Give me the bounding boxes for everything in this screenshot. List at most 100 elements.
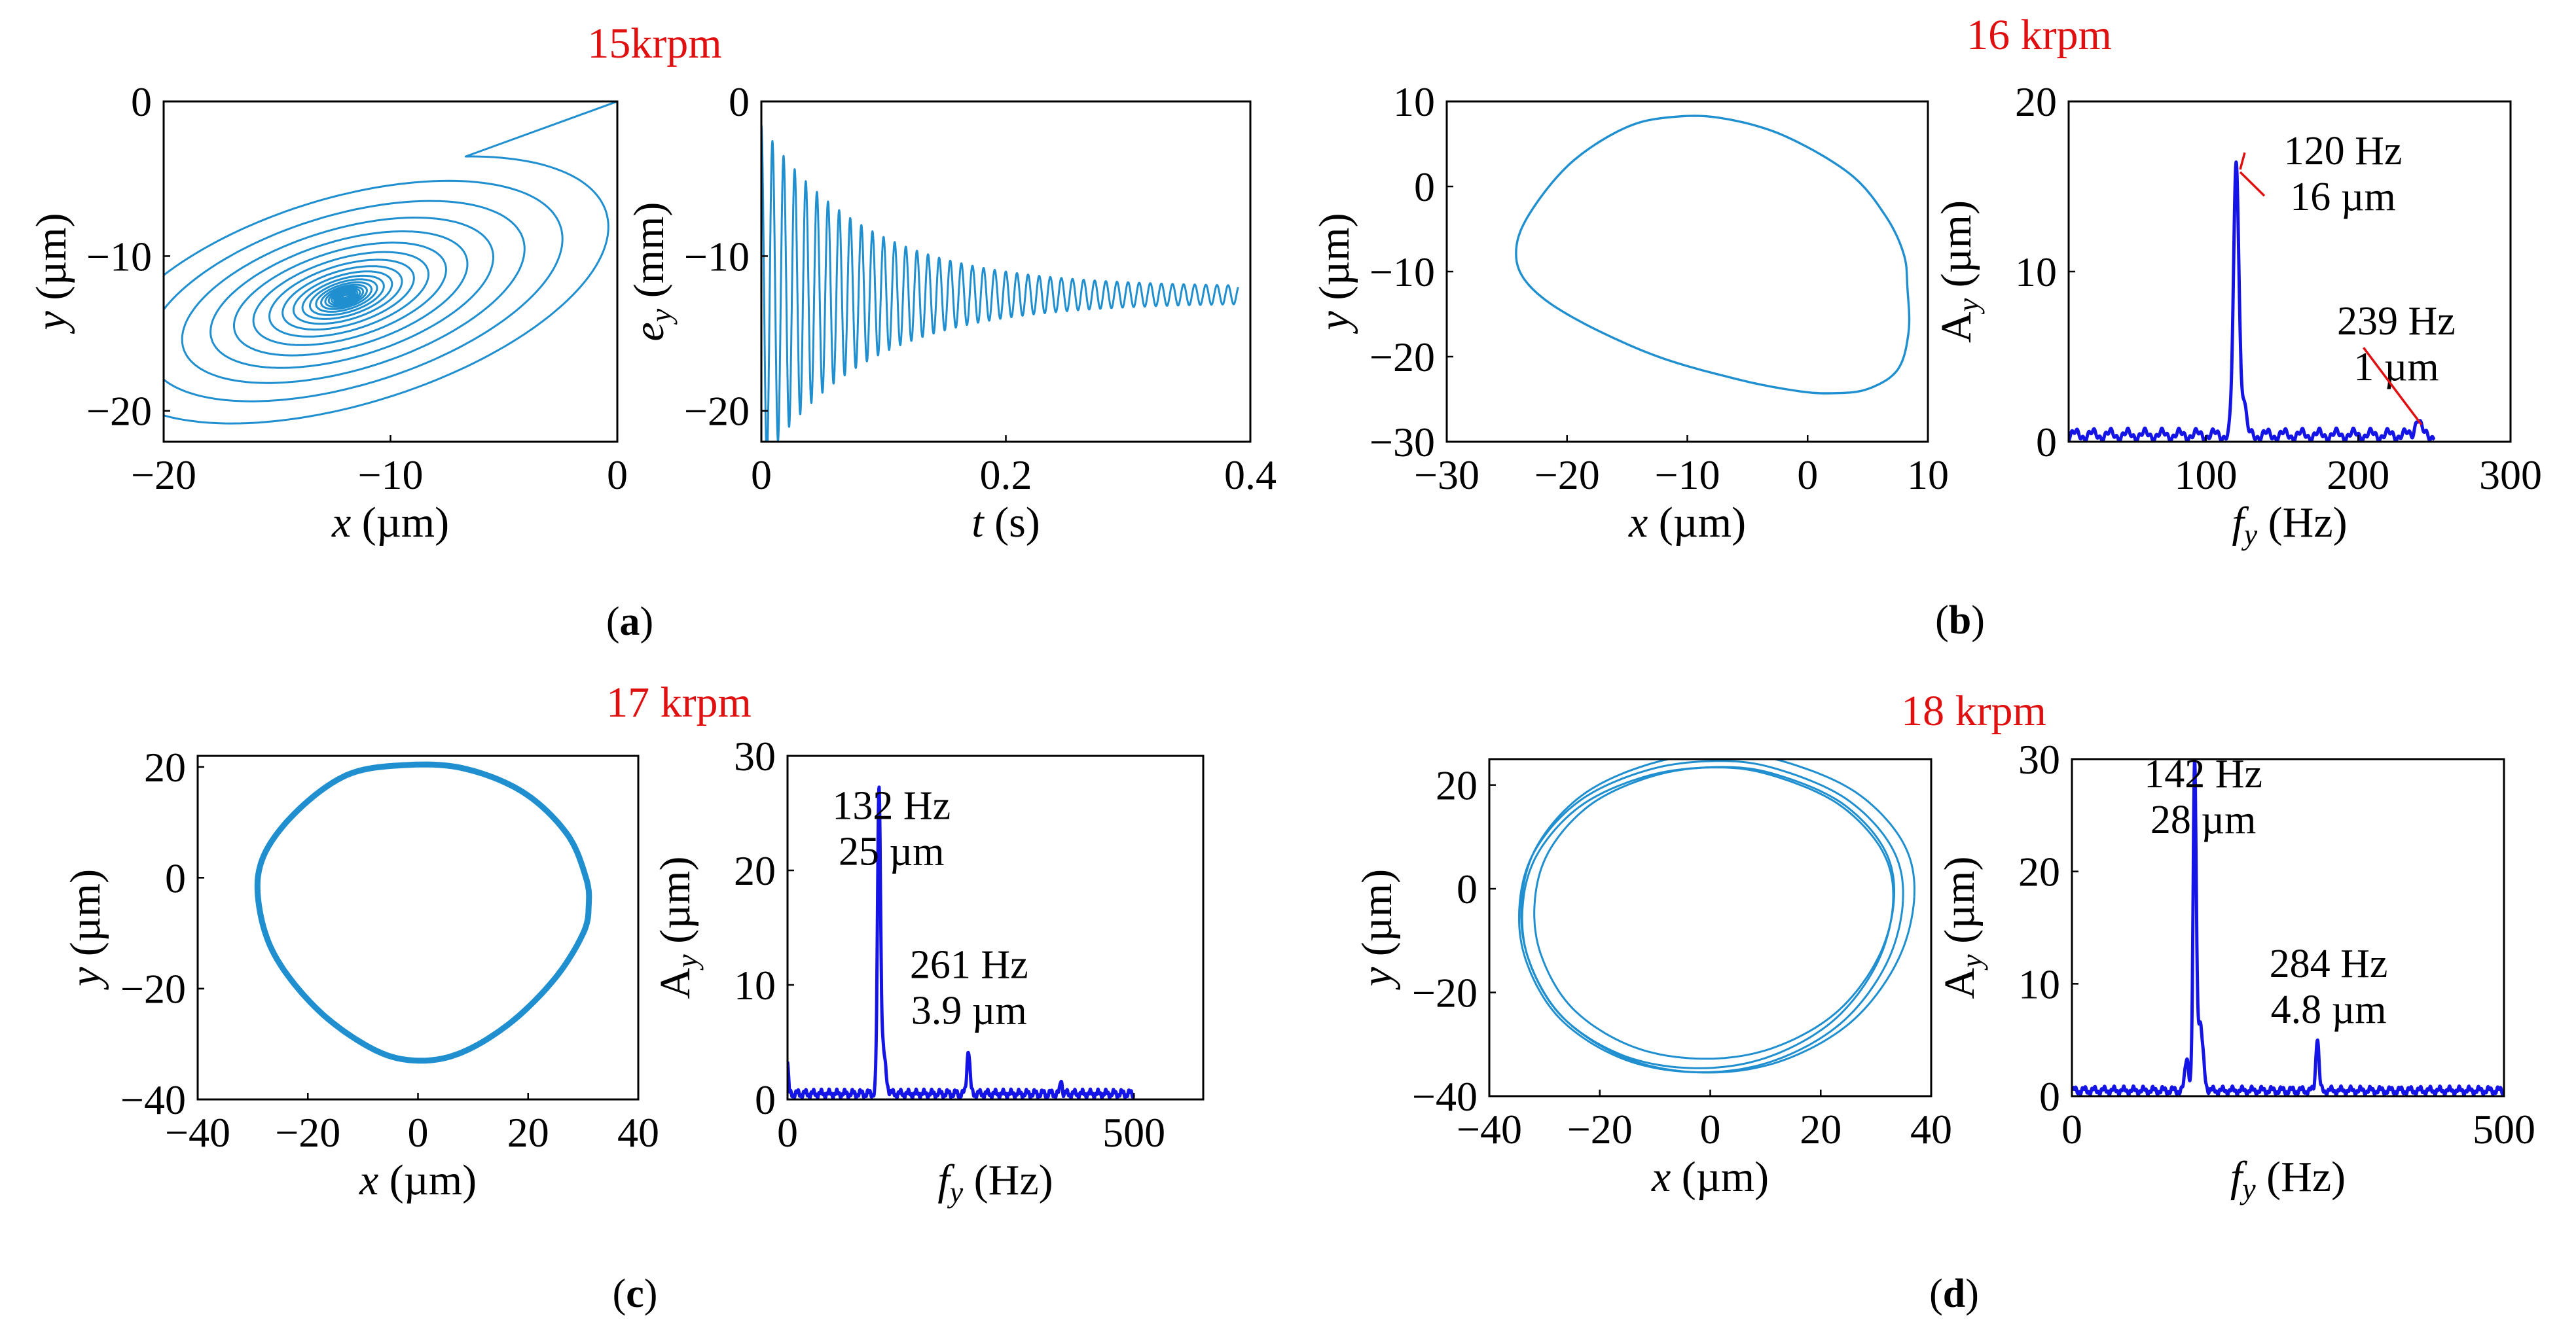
x-axis-unit: (µm) [351, 499, 449, 546]
annotation-amplitude: 28 µm [2150, 798, 2256, 842]
orbit-line [1518, 760, 1904, 1073]
y-axis-var: y [1353, 967, 1401, 990]
x-tick-label: −40 [1457, 1106, 1522, 1152]
x-tick-label: 20 [1800, 1106, 1841, 1152]
x-tick-label: −20 [1534, 452, 1600, 498]
plot-area [1515, 115, 1911, 395]
y-axis-sub: y [644, 308, 678, 325]
y-axis-label: y (µm) [27, 213, 75, 334]
axes-frame [162, 100, 619, 443]
spectrum-line [2072, 759, 2504, 1096]
y-axis-unit: (µm) [62, 869, 109, 967]
y-tick-label: −20 [1370, 334, 1435, 380]
y-tick-label: −20 [120, 966, 186, 1012]
y-axis-unit: (µm) [1936, 857, 1984, 955]
y-tick-label: 20 [144, 744, 186, 791]
axes-frame [786, 755, 1205, 1101]
orbit-line [1520, 759, 1915, 1074]
x-axis-var: t [971, 499, 985, 546]
y-tick-label: 0 [729, 79, 750, 125]
x-tick-label: 10 [1907, 452, 1949, 498]
y-axis-sub: y [1955, 954, 1988, 971]
x-tick-label: 500 [1102, 1109, 1165, 1156]
annotation-amplitude: 4.8 µm [2271, 988, 2387, 1032]
panel-letter-close-paren: ) [640, 599, 654, 644]
y-tick-label: 0 [165, 855, 186, 901]
x-tick-label: −20 [275, 1109, 340, 1156]
x-tick-label: 0 [777, 1109, 798, 1156]
x-axis-label: x (µm) [1651, 1153, 1769, 1201]
x-axis-label: x (µm) [1628, 499, 1746, 546]
y-tick-label: −40 [120, 1077, 186, 1123]
x-tick-label: −10 [1654, 452, 1720, 498]
annotation-amplitude: 3.9 µm [911, 989, 1027, 1033]
orbit-line [1521, 766, 1895, 1069]
y-tick-label: 30 [2018, 736, 2060, 783]
y-axis-label: ey (mm) [625, 202, 678, 342]
y-axis-var: e [625, 322, 673, 341]
chart-a2: 0 0.2 0.4 −20 −10 0 t (s) ey (mm) [625, 79, 1277, 546]
y-tick-label: 0 [755, 1077, 776, 1123]
plot-area [2072, 759, 2504, 1096]
y-tick-label: 0 [1457, 866, 1478, 912]
y-tick-label: 10 [734, 962, 776, 1008]
axes-frame [2071, 758, 2505, 1097]
y-axis-unit: (µm) [1353, 869, 1401, 967]
plot-area [1518, 759, 1915, 1074]
x-axis-unit: (µm) [378, 1156, 477, 1204]
plot-area [788, 785, 1136, 1099]
x-tick-label: −10 [357, 452, 423, 498]
y-axis-unit: (µm) [651, 857, 699, 955]
x-axis-label: fy (Hz) [2230, 1153, 2346, 1205]
y-tick-label: −20 [684, 388, 750, 435]
annotation-pointer [2363, 347, 2423, 426]
y-tick-label: −20 [86, 388, 152, 435]
x-axis-var: x [1651, 1153, 1671, 1201]
y-tick-label: 0 [131, 79, 152, 125]
x-tick-label: 500 [2473, 1106, 2535, 1152]
y-axis-unit: (µm) [1311, 213, 1358, 311]
annotation-frequency: 239 Hz [2337, 299, 2456, 344]
y-axis-var: y [1311, 311, 1358, 334]
y-axis-label: y (µm) [1311, 213, 1358, 334]
x-tick-label: −30 [1414, 452, 1479, 498]
x-tick-label: 40 [1910, 1106, 1952, 1152]
x-axis-unit: (Hz) [963, 1156, 1053, 1204]
panel-letter-text: b [1949, 598, 1971, 643]
x-axis-unit: (µm) [1648, 499, 1746, 546]
y-tick-label: 30 [734, 733, 776, 779]
panel-letter-close-paren: ) [644, 1272, 658, 1316]
y-tick-label: 20 [2015, 79, 2057, 125]
annotation-frequency: 261 Hz [910, 943, 1028, 988]
panel-letter-open-paren: ( [606, 599, 620, 644]
y-tick-label: 20 [1436, 762, 1478, 809]
x-tick-label: 300 [2479, 452, 2542, 498]
annotation-amplitude: 16 µm [2290, 175, 2395, 219]
y-tick-label: −40 [1412, 1073, 1478, 1120]
spectrum-line [788, 785, 1136, 1099]
y-tick-label: 0 [2036, 419, 2057, 465]
plot-area [761, 124, 1239, 442]
x-tick-label: −40 [165, 1109, 230, 1156]
panel-letter-open-paren: ( [613, 1272, 626, 1316]
plot-area [2069, 160, 2436, 442]
y-axis-var: A [651, 967, 699, 999]
plot-area [254, 761, 592, 1064]
annotation-pointer [2239, 152, 2246, 170]
x-axis-var: x [1628, 499, 1648, 546]
y-tick-label: 10 [1393, 79, 1435, 125]
x-tick-label: 0 [751, 452, 772, 498]
speed-title-a: 15krpm [587, 20, 721, 67]
annotation-frequency: 120 Hz [2284, 129, 2403, 173]
x-tick-label: 0.2 [980, 452, 1032, 498]
axes-frame [1488, 758, 1932, 1097]
speed-title-b: 16 krpm [1967, 11, 2112, 59]
y-tick-label: 0 [2039, 1073, 2060, 1120]
y-axis-var: A [1936, 967, 1984, 999]
x-axis-sub: y [2240, 1172, 2256, 1205]
